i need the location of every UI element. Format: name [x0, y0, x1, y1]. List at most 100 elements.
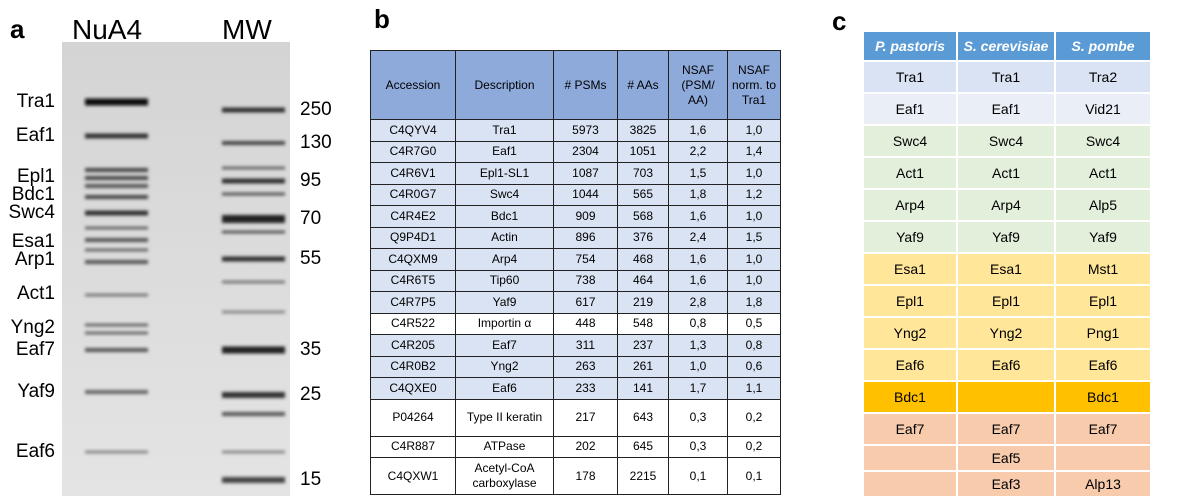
band-label: Eaf7 [0, 339, 55, 361]
table-cell: Arp4 [863, 189, 957, 221]
table-cell: Epl1 [1055, 285, 1151, 317]
table-cell: Tra1 [957, 61, 1055, 93]
marker-label: 95 [300, 170, 321, 192]
gel-band [222, 311, 285, 314]
table-cell: 1,0 [728, 270, 781, 292]
header-cell: Accession [371, 51, 456, 120]
gel-band [85, 294, 148, 297]
table-cell: 0,3 [669, 436, 728, 458]
gel-band [222, 451, 285, 454]
band-label: Tra1 [0, 91, 55, 113]
marker-label: 25 [300, 384, 321, 406]
table-cell: Eaf7 [863, 413, 957, 445]
table-cell: C4QXM9 [371, 249, 456, 271]
table-cell: 1,6 [669, 270, 728, 292]
gel-band [222, 167, 285, 170]
table-cell: Eaf1 [456, 141, 554, 163]
table-cell: 0,1 [669, 458, 728, 495]
gel-band [85, 390, 148, 394]
table-cell: 1,5 [728, 227, 781, 249]
gel [62, 42, 290, 496]
marker-label: 250 [300, 99, 332, 121]
table-cell: Eaf1 [957, 93, 1055, 125]
empty-cell [863, 445, 957, 471]
table-cell: Swc4 [957, 125, 1055, 157]
gel-band [85, 348, 148, 352]
panel-label: a [10, 14, 24, 45]
ortholog-table: P. pastorisS. cerevisiaeS. pombeTra1Tra1… [862, 30, 1152, 496]
table-cell: 1,3 [669, 335, 728, 357]
table-cell: 0,1 [728, 458, 781, 495]
table-cell: 1,0 [728, 120, 781, 142]
band-label: Eaf1 [0, 125, 55, 147]
gel-band [85, 238, 148, 242]
band-label: Yaf9 [0, 381, 55, 403]
band-label: Yng2 [0, 317, 55, 339]
gel-band [85, 134, 148, 139]
table-cell: 1,2 [728, 184, 781, 206]
empty-cell [1055, 445, 1151, 471]
gel-band [222, 193, 285, 196]
table-cell: C4QYV4 [371, 120, 456, 142]
gel-band [85, 332, 148, 335]
table-cell: Esa1 [957, 253, 1055, 285]
table-cell: 0,2 [728, 399, 781, 436]
table-cell: Swc4 [456, 184, 554, 206]
table-row: C4R6T5Tip607384641,61,0 [371, 270, 781, 292]
gel-band [85, 324, 148, 327]
table-cell: 565 [618, 184, 669, 206]
panel-label: c [832, 6, 846, 37]
table-cell: Eaf7 [1055, 413, 1151, 445]
table-row: Eaf5 [863, 445, 1151, 471]
table-cell: 643 [618, 399, 669, 436]
gel-band [222, 477, 285, 483]
table-row: C4R205Eaf73112371,30,8 [371, 335, 781, 357]
table-cell: 2215 [618, 458, 669, 495]
table-cell: 909 [554, 206, 618, 228]
table-cell: C4R205 [371, 335, 456, 357]
marker-label: 55 [300, 248, 321, 270]
table-row: C4R0G7Swc410445651,81,2 [371, 184, 781, 206]
table-cell: 178 [554, 458, 618, 495]
gel-band [85, 211, 148, 216]
table-cell: 448 [554, 313, 618, 335]
table-cell: Eaf6 [456, 378, 554, 400]
table-cell: Epl1-SL1 [456, 163, 554, 185]
table-cell: Yng2 [957, 317, 1055, 349]
marker-label: 35 [300, 339, 321, 361]
header-cell: S. pombe [1055, 31, 1151, 61]
gel-band [85, 168, 148, 172]
header-row: AccessionDescription# PSMs# AAsNSAF (PSM… [371, 51, 781, 120]
table-cell: 1051 [618, 141, 669, 163]
table-cell: Eaf7 [957, 413, 1055, 445]
header-cell: # PSMs [554, 51, 618, 120]
table-cell: Importin α [456, 313, 554, 335]
table-cell: 617 [554, 292, 618, 314]
table-cell: C4R0B2 [371, 356, 456, 378]
table-cell: 1,0 [728, 249, 781, 271]
table-cell: 5973 [554, 120, 618, 142]
table-cell: 0,6 [728, 356, 781, 378]
table-cell: Act1 [863, 157, 957, 189]
table-row: Tra1Tra1Tra2 [863, 61, 1151, 93]
table-cell: C4QXW1 [371, 458, 456, 495]
empty-cell [863, 471, 957, 496]
gel-band [222, 281, 285, 284]
table-cell: 237 [618, 335, 669, 357]
table-cell: 1,0 [669, 356, 728, 378]
table-cell: 464 [618, 270, 669, 292]
gel-band [222, 392, 285, 398]
table-cell: 738 [554, 270, 618, 292]
empty-cell [957, 381, 1055, 413]
table-cell: Mst1 [1055, 253, 1151, 285]
table-cell: 0,8 [728, 335, 781, 357]
gel-band [85, 184, 148, 188]
table-cell: Arp4 [456, 249, 554, 271]
